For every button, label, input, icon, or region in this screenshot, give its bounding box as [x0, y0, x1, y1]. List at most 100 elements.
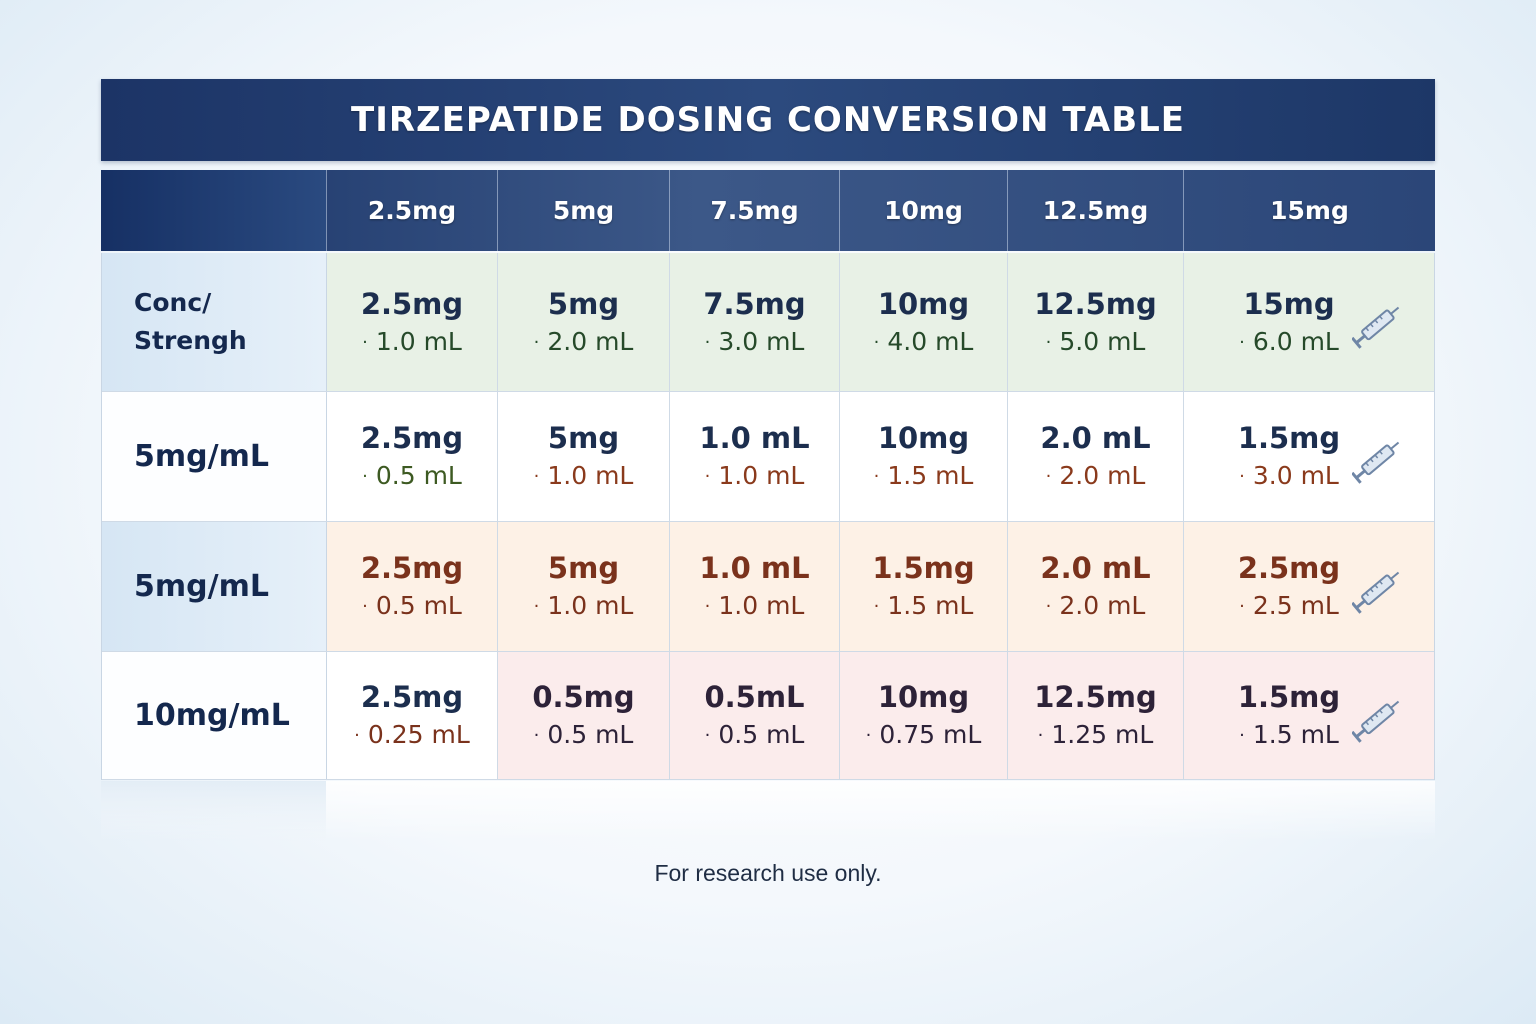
- bullet-icon: ·: [1239, 596, 1245, 617]
- cell-dose: 2.5mg: [360, 421, 464, 455]
- cell-volume: 1.0 mL: [547, 591, 634, 620]
- bullet-icon: ·: [1239, 725, 1245, 746]
- bullet-icon: ·: [865, 725, 872, 746]
- cell-volume-line: · 5.0 mL: [1046, 324, 1146, 361]
- bullet-icon: ·: [873, 466, 880, 487]
- cell-volume-line: · 3.0 mL: [705, 324, 805, 361]
- cell-volume: 0.5 mL: [718, 720, 805, 749]
- cell-volume: 0.75 mL: [879, 720, 982, 749]
- cell-volume-line: · 2.0 mL: [1046, 458, 1146, 495]
- bullet-icon: ·: [1045, 331, 1052, 353]
- table-cell: 2.5mg · 0.5 mL: [327, 522, 498, 651]
- table-cell: 10mg · 0.75 mL: [840, 652, 1008, 779]
- bullet-icon: ·: [704, 466, 711, 487]
- row-label: Conc/ Strengh: [102, 253, 327, 391]
- table-title: TIRZEPATIDE DOSING CONVERSION TABLE: [351, 100, 1185, 140]
- syringe-icon: [1352, 571, 1400, 614]
- cell-volume-line: · 4.0 mL: [874, 324, 974, 361]
- bullet-icon: ·: [704, 331, 711, 353]
- bullet-icon: ·: [533, 596, 540, 617]
- cell-dose: 7.5mg: [703, 286, 806, 321]
- row-label: 5mg/mL: [102, 522, 327, 651]
- cell-volume: 1.5 mL: [1252, 720, 1339, 749]
- column-header: 5mg: [497, 170, 669, 251]
- cell-volume-line: · 0.25 mL: [354, 717, 470, 754]
- table-cell: 10mg · 1.5 mL: [840, 392, 1008, 521]
- bullet-icon: ·: [533, 725, 540, 746]
- cell-dose: 1.5mg: [1237, 680, 1341, 714]
- bullet-icon: ·: [1037, 725, 1044, 746]
- cell-volume-line: · 1.5 mL: [874, 458, 974, 495]
- cell-volume-line: · 1.5 mL: [874, 588, 974, 625]
- table-cell: 2.5mg · 0.5 mL: [327, 392, 498, 521]
- bullet-icon: ·: [704, 596, 711, 617]
- cell-volume: 2.0 mL: [1059, 591, 1146, 620]
- table-body: Conc/ Strengh 2.5mg · 1.0 mL 5mg · 2.0 mL …: [101, 253, 1435, 780]
- cell-volume-line: · 0.5 mL: [534, 717, 634, 754]
- cell-volume: 1.25 mL: [1051, 720, 1154, 749]
- table-cell: 1.0 mL · 1.0 mL: [670, 522, 840, 651]
- cell-volume: 0.5 mL: [375, 461, 462, 490]
- bullet-icon: ·: [362, 331, 368, 353]
- bullet-icon: ·: [354, 725, 360, 746]
- bullet-icon: ·: [362, 466, 368, 487]
- cell-volume-line: · 1.0 mL: [534, 588, 634, 625]
- table-cell: 1.5mg · 3.0 mL: [1184, 392, 1434, 521]
- table-row: 5mg/mL 2.5mg · 0.5 mL 5mg · 1.0 mL 1.0 mL …: [102, 392, 1434, 522]
- table-cell: 5mg · 1.0 mL: [498, 392, 670, 521]
- cell-dose: 1.5mg: [1237, 421, 1341, 455]
- cell-dose: 2.0 mL: [1040, 421, 1151, 455]
- cell-volume-line: · 0.5 mL: [362, 458, 462, 495]
- table-title-bar: TIRZEPATIDE DOSING CONVERSION TABLE: [101, 79, 1435, 161]
- cell-volume-line: · 3.0 mL: [1239, 458, 1339, 495]
- bullet-icon: ·: [873, 331, 880, 353]
- table-cell: 2.0 mL · 2.0 mL: [1008, 522, 1184, 651]
- cell-volume: 1.0 mL: [547, 461, 634, 490]
- table-cell: 15mg · 6.0 mL: [1184, 253, 1434, 391]
- table-fade-label-column: [101, 781, 326, 841]
- cell-volume-line: · 1.0 mL: [534, 458, 634, 495]
- table-cell: 12.5mg · 1.25 mL: [1008, 652, 1184, 779]
- cell-volume-line: · 1.0 mL: [705, 458, 805, 495]
- table-row: 5mg/mL 2.5mg · 0.5 mL 5mg · 1.0 mL 1.0 mL …: [102, 522, 1434, 652]
- column-header: 2.5mg: [326, 170, 497, 251]
- cell-volume: 1.0 mL: [718, 461, 805, 490]
- cell-volume-line: · 0.5 mL: [362, 588, 462, 625]
- footnote: For research use only.: [654, 860, 882, 886]
- table-cell: 2.5mg · 2.5 mL: [1184, 522, 1434, 651]
- cell-volume: 6.0 mL: [1252, 326, 1339, 356]
- cell-volume: 3.0 mL: [1252, 461, 1339, 490]
- bullet-icon: ·: [1239, 466, 1245, 487]
- cell-dose: 2.0 mL: [1040, 551, 1151, 585]
- cell-volume-line: · 1.5 mL: [1239, 717, 1339, 754]
- cell-volume-line: · 6.0 mL: [1239, 324, 1339, 361]
- cell-dose: 2.5mg: [360, 286, 464, 321]
- cell-volume: 1.0 mL: [718, 591, 805, 620]
- cell-volume: 2.0 mL: [547, 326, 634, 356]
- cell-volume-line: · 2.0 mL: [1046, 588, 1146, 625]
- table-fade-strip: [101, 781, 1435, 841]
- table-cell: 5mg · 1.0 mL: [498, 522, 670, 651]
- cell-volume: 0.25 mL: [367, 720, 470, 749]
- table-row: Conc/ Strengh 2.5mg · 1.0 mL 5mg · 2.0 mL …: [102, 253, 1434, 392]
- cell-volume-line: · 2.5 mL: [1239, 588, 1339, 625]
- cell-dose: 10mg: [877, 421, 970, 455]
- bullet-icon: ·: [704, 725, 711, 746]
- table-cell: 12.5mg · 5.0 mL: [1008, 253, 1184, 391]
- cell-volume: 4.0 mL: [887, 326, 974, 356]
- table-cell: 10mg · 4.0 mL: [840, 253, 1008, 391]
- column-header: 10mg: [839, 170, 1007, 251]
- cell-volume: 0.5 mL: [375, 591, 462, 620]
- cell-dose: 2.5mg: [360, 551, 464, 585]
- cell-volume: 2.5 mL: [1252, 591, 1339, 620]
- syringe-icon: [1352, 306, 1400, 349]
- row-label: 5mg/mL: [102, 392, 327, 521]
- table-cell: 1.5mg · 1.5 mL: [840, 522, 1008, 651]
- cell-volume: 1.0 mL: [375, 326, 462, 356]
- table-cell: 1.0 mL · 1.0 mL: [670, 392, 840, 521]
- cell-dose: 5mg: [547, 551, 620, 585]
- bullet-icon: ·: [533, 466, 540, 487]
- cell-volume: 0.5 mL: [547, 720, 634, 749]
- table-cell: 2.5mg · 1.0 mL: [327, 253, 498, 391]
- cell-volume-line: · 0.75 mL: [866, 717, 982, 754]
